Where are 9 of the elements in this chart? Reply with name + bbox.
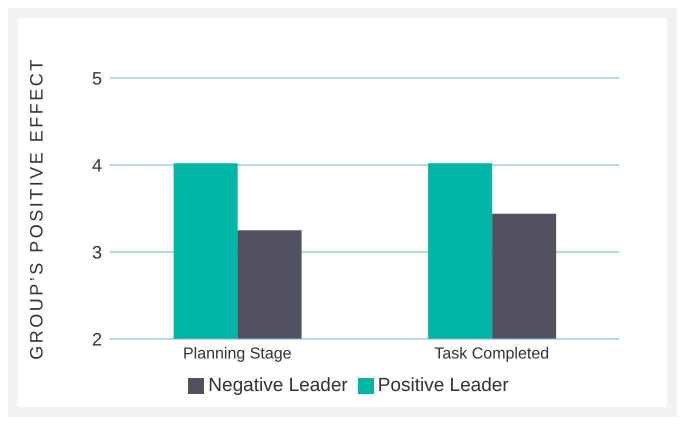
x-tick-label: Planning Stage <box>182 345 292 362</box>
x-tick-label: Task Completed <box>434 345 550 362</box>
y-tick-label: 5 <box>92 68 102 88</box>
legend-label: Negative Leader <box>208 375 348 396</box>
legend-label: Positive Leader <box>378 375 509 396</box>
y-axis-title: GROUP’S POSITIVE EFFECT <box>26 57 46 360</box>
y-tick-label: 4 <box>92 155 102 176</box>
y-tick-label: 3 <box>92 242 102 262</box>
y-tick-label: 2 <box>92 329 102 350</box>
